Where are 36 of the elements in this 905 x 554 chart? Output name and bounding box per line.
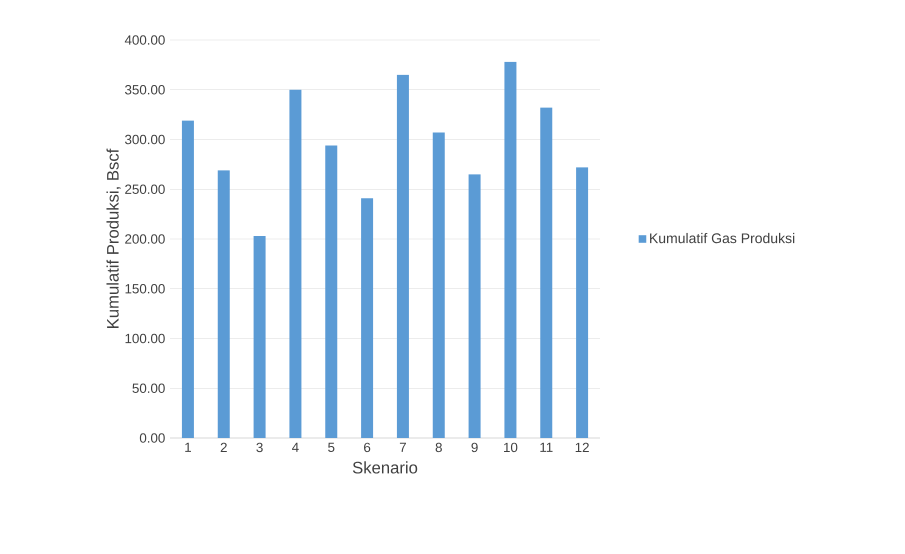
x-axis-title: Skenario — [352, 461, 418, 474]
bar — [325, 145, 338, 438]
bar — [254, 236, 266, 438]
y-axis-title: Kumulatif Produksi, Bscf — [106, 148, 121, 328]
y-tick-label: 250.00 — [125, 184, 165, 194]
y-tick-label: 150.00 — [126, 284, 165, 294]
x-tick-label: 12 — [576, 442, 589, 452]
x-tick-label: 9 — [472, 442, 478, 452]
y-tick-label: 50.00 — [132, 384, 165, 393]
bar — [468, 174, 481, 438]
bar — [576, 167, 588, 438]
bar — [540, 108, 552, 438]
x-tick-label: 4 — [292, 442, 299, 452]
x-tick-label: 7 — [400, 442, 406, 452]
bar — [432, 132, 445, 438]
bar — [361, 198, 374, 438]
bar — [504, 62, 516, 438]
x-tick-label: 1 — [185, 442, 191, 452]
bar — [182, 120, 194, 438]
x-tick-label: 6 — [364, 442, 370, 452]
x-tick-label: 11 — [540, 442, 553, 452]
y-tick-label: 350.00 — [125, 85, 165, 94]
bar — [396, 74, 409, 438]
y-tick-label: 300.00 — [125, 134, 165, 144]
x-tick-label: 2 — [220, 442, 227, 452]
x-tick-label: 5 — [328, 442, 334, 452]
bar — [289, 90, 302, 438]
bar — [218, 170, 230, 438]
x-tick-label: 10 — [504, 442, 518, 452]
y-tick-label: 0.00 — [140, 433, 165, 443]
x-tick-label: 8 — [436, 442, 442, 452]
y-tick-label: 100.00 — [126, 334, 165, 344]
legend-label: Kumulatif Gas Produksi — [650, 232, 794, 244]
y-tick-label: 200.00 — [125, 234, 165, 244]
y-tick-label: 400.00 — [124, 35, 165, 45]
x-tick-label: 3 — [256, 442, 263, 452]
